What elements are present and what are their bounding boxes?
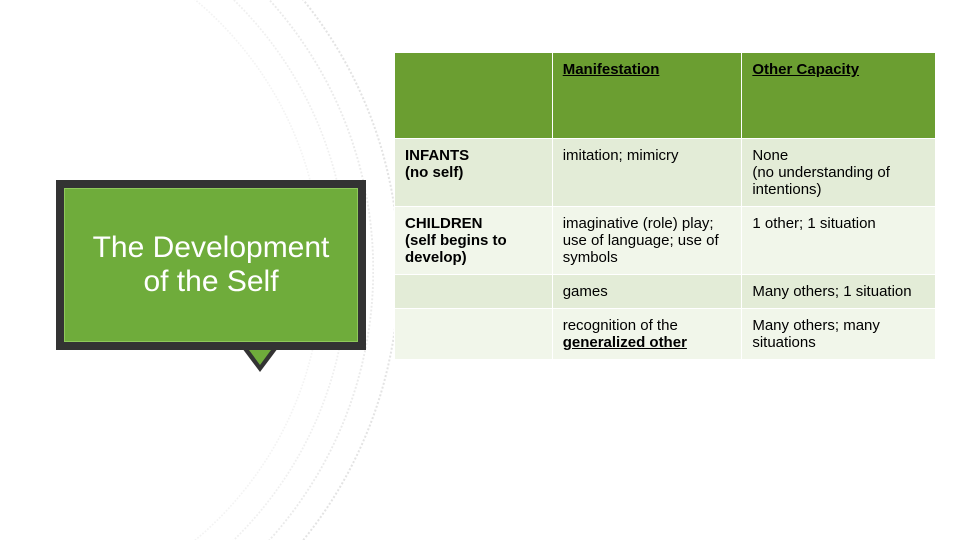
cell-manifestation: imitation; mimicry (552, 139, 742, 207)
table-row: CHILDREN(self begins to develop) imagina… (395, 207, 936, 275)
table-row: INFANTS(no self) imitation; mimicry None… (395, 139, 936, 207)
cell-stage (395, 309, 553, 360)
cell-stage: CHILDREN(self begins to develop) (395, 207, 553, 275)
title-callout: The Development of the Self (56, 180, 366, 350)
cell-manifestation: recognition of the generalized other (552, 309, 742, 360)
header-blank (395, 53, 553, 139)
cell-capacity: Many others; many situations (742, 309, 936, 360)
table-row: games Many others; 1 situation (395, 275, 936, 309)
cell-manifestation: games (552, 275, 742, 309)
title-outer-frame: The Development of the Self (56, 180, 366, 350)
slide-title: The Development of the Self (64, 188, 358, 342)
manifestation-prefix: recognition of the (563, 317, 678, 334)
callout-pointer-icon (242, 348, 278, 372)
table-header-row: Manifestation Other Capacity (395, 53, 936, 139)
cell-stage: INFANTS(no self) (395, 139, 553, 207)
development-table: Manifestation Other Capacity INFANTS(no … (394, 52, 936, 360)
cell-capacity: None(no understanding of intentions) (742, 139, 936, 207)
header-capacity: Other Capacity (742, 53, 936, 139)
header-manifestation: Manifestation (552, 53, 742, 139)
cell-stage (395, 275, 553, 309)
manifestation-underlined: generalized other (563, 334, 687, 351)
cell-capacity: Many others; 1 situation (742, 275, 936, 309)
cell-manifestation: imaginative (role) play; use of language… (552, 207, 742, 275)
table-row: recognition of the generalized other Man… (395, 309, 936, 360)
cell-capacity: 1 other; 1 situation (742, 207, 936, 275)
